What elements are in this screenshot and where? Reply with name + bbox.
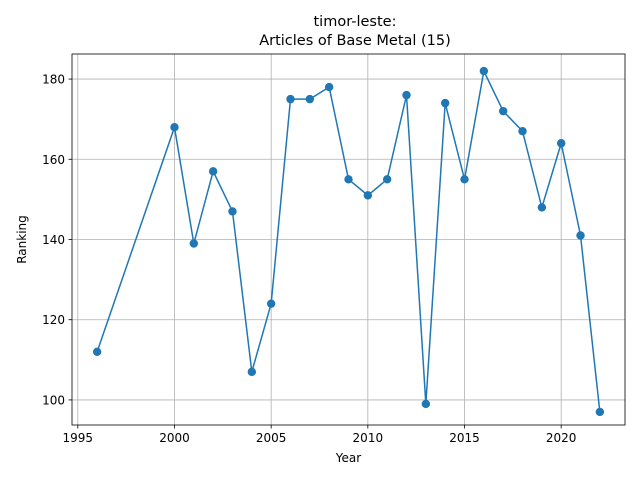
y-tick-label: 180 <box>42 73 65 87</box>
data-point <box>92 347 102 357</box>
x-tick-label: 2005 <box>256 431 287 445</box>
data-point <box>460 175 469 184</box>
data-point <box>440 98 450 108</box>
data-point <box>537 203 547 212</box>
y-axis-label: Ranking <box>15 215 29 264</box>
y-tick-label: 100 <box>42 393 65 407</box>
data-point <box>208 167 218 176</box>
data-point <box>305 94 315 104</box>
series-line <box>96 68 601 413</box>
x-tick-label: 2010 <box>353 431 384 445</box>
y-tick-label: 160 <box>42 153 65 167</box>
data-point <box>402 90 411 100</box>
data-point <box>498 106 508 116</box>
data-point <box>189 239 199 248</box>
chart-title-line-2: Articles of Base Metal (15) <box>259 33 451 49</box>
data-point <box>247 367 257 377</box>
data-point <box>479 66 489 76</box>
data-point <box>382 175 392 184</box>
x-tick-label: 2015 <box>449 431 480 445</box>
data-point <box>363 191 373 200</box>
data-point <box>324 82 334 92</box>
data-point <box>344 175 353 184</box>
data-point <box>595 407 605 417</box>
x-tick-label: 1995 <box>63 431 94 445</box>
data-point <box>266 299 276 308</box>
x-axis-label: Year <box>335 451 361 465</box>
data-point <box>556 139 566 148</box>
axis-ticks: 1995 2000 2005 2010 2015 2020 100 120 140 160 180 <box>42 73 576 445</box>
data-point <box>228 207 237 216</box>
data-point <box>576 231 585 240</box>
data-point <box>421 399 431 409</box>
x-tick-label: 2020 <box>546 431 577 445</box>
data-point <box>286 94 295 104</box>
y-tick-label: 120 <box>42 313 65 327</box>
x-tick-label: 2000 <box>159 431 190 445</box>
chart-title-line-1: timor-leste: <box>314 14 397 30</box>
data-point <box>518 127 527 136</box>
grid <box>72 54 625 425</box>
y-tick-label: 140 <box>42 233 65 247</box>
data-series <box>92 66 605 417</box>
data-point <box>170 122 179 132</box>
